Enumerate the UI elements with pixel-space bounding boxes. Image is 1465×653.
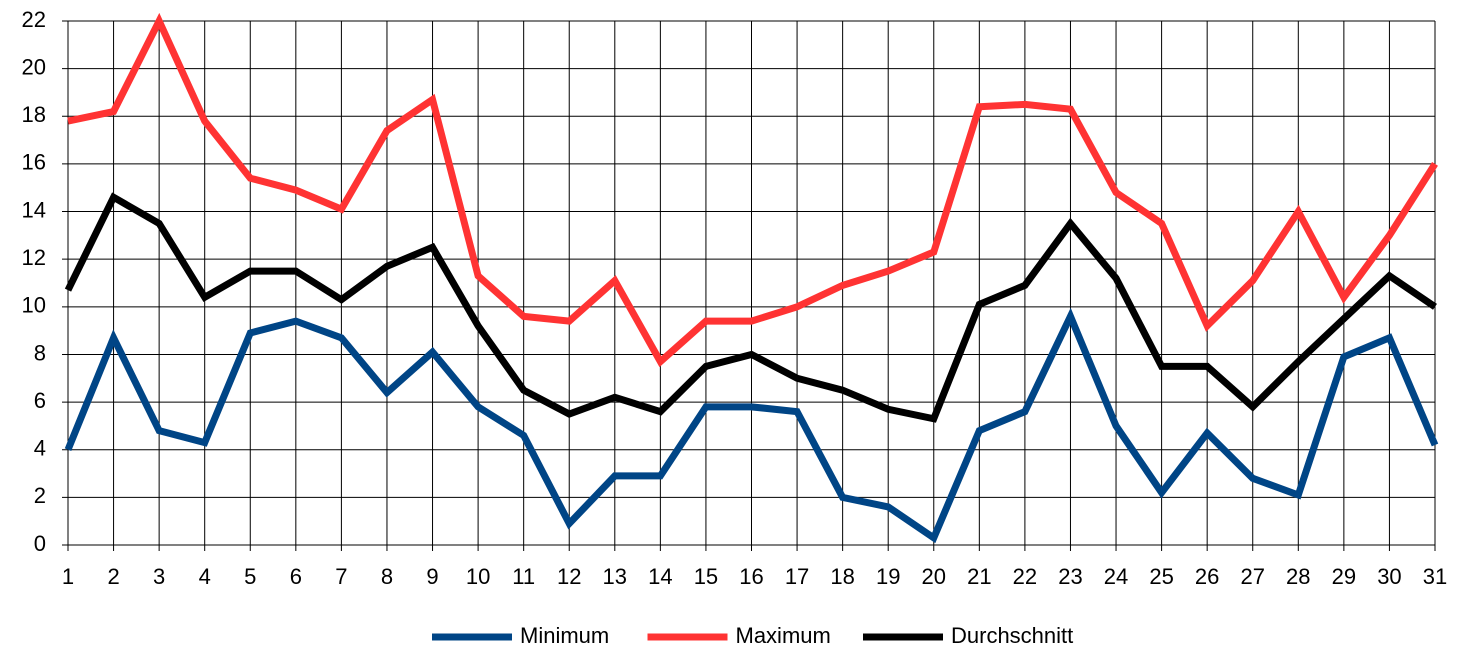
x-tick-label: 3	[153, 564, 165, 589]
x-tick-label: 5	[244, 564, 256, 589]
x-tick-label: 31	[1423, 564, 1447, 589]
x-tick-label: 20	[922, 564, 946, 589]
x-tick-label: 4	[199, 564, 211, 589]
y-tick-label: 4	[34, 436, 46, 461]
series-line	[67, 12, 1438, 368]
x-tick-label: 23	[1058, 564, 1082, 589]
x-tick-label: 26	[1195, 564, 1219, 589]
x-tick-label: 21	[967, 564, 991, 589]
x-tick-label: 28	[1286, 564, 1310, 589]
x-tick-label: 8	[381, 564, 393, 589]
y-tick-label: 20	[22, 54, 46, 79]
x-tick-label: 2	[107, 564, 119, 589]
x-tick-label: 6	[290, 564, 302, 589]
y-tick-label: 12	[22, 245, 46, 270]
series-line	[64, 307, 1439, 544]
y-tick-label: 18	[22, 102, 46, 127]
y-tick-label: 8	[34, 340, 46, 365]
x-tick-label: 30	[1377, 564, 1401, 589]
x-tick-label: 7	[335, 564, 347, 589]
legend-label: Durchschnitt	[951, 623, 1073, 648]
y-tick-label: 0	[34, 531, 46, 556]
x-tick-label: 1	[62, 564, 74, 589]
x-tick-label: 14	[648, 564, 672, 589]
x-tick-label: 27	[1240, 564, 1264, 589]
x-tick-label: 19	[876, 564, 900, 589]
x-tick-label: 15	[694, 564, 718, 589]
x-tick-label: 13	[603, 564, 627, 589]
x-tick-label: 10	[466, 564, 490, 589]
x-tick-label: 18	[830, 564, 854, 589]
y-tick-label: 10	[22, 293, 46, 318]
x-tick-label: 29	[1332, 564, 1356, 589]
series-line	[64, 192, 1437, 423]
x-tick-label: 22	[1013, 564, 1037, 589]
legend-label: Maximum	[736, 623, 831, 648]
x-tick-label: 24	[1104, 564, 1128, 589]
y-tick-label: 6	[34, 388, 46, 413]
y-tick-label: 16	[22, 150, 46, 175]
x-tick-label: 16	[739, 564, 763, 589]
y-tick-label: 22	[22, 7, 46, 32]
legend-label: Minimum	[520, 623, 609, 648]
y-tick-label: 14	[22, 197, 46, 222]
x-tick-label: 17	[785, 564, 809, 589]
y-tick-label: 2	[34, 483, 46, 508]
x-tick-label: 12	[557, 564, 581, 589]
x-tick-label: 9	[426, 564, 438, 589]
x-tick-label: 11	[512, 564, 535, 589]
x-tick-label: 25	[1149, 564, 1173, 589]
